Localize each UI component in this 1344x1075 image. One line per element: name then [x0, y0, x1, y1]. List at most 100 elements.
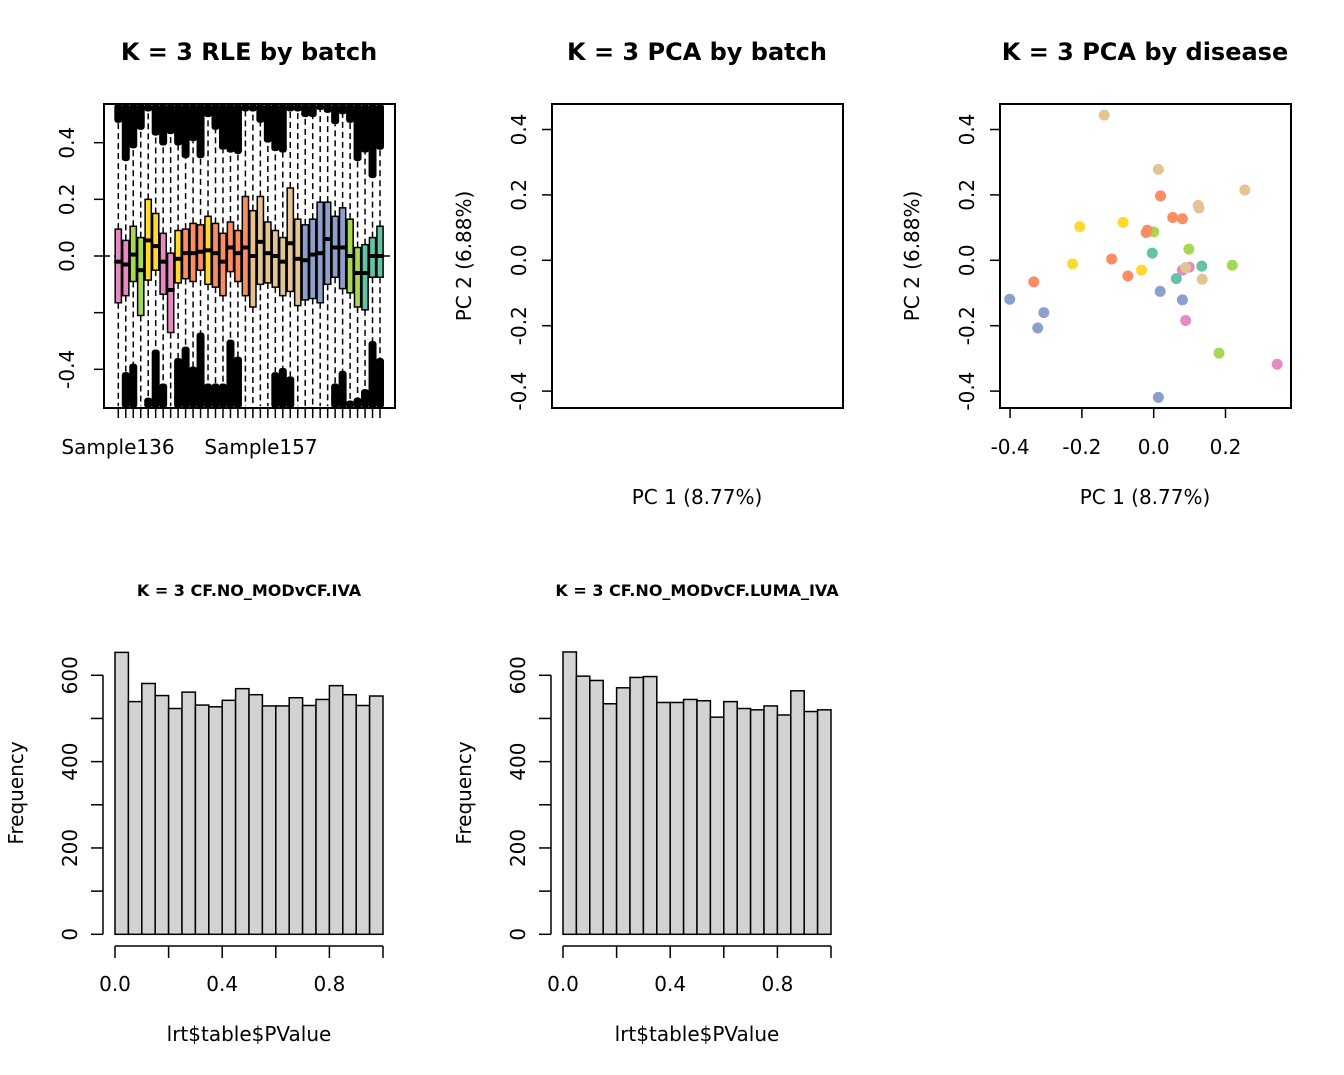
rle-lower-outliers [196, 332, 205, 408]
pca-batch-xtick-label: -0.4 [991, 435, 1030, 459]
pca-batch-point [1140, 227, 1152, 239]
hist-iva-panel: K = 3 CF.NO_MODvCF.IVA 0.0 0.4 0.8 0 200 400 6… [4, 581, 384, 1046]
pca-batch-xtick-label: 0.2 [1210, 435, 1242, 459]
rle-box [196, 224, 205, 271]
pca-batch-ytick-label: 0.0 [507, 244, 531, 276]
rle-lower-outliers [159, 383, 168, 408]
rle-box [376, 225, 384, 278]
hist-iva-bar [141, 682, 156, 936]
pca-disease-ytick-label: 0.0 [955, 244, 979, 276]
rle-box [174, 229, 182, 284]
hist-iva-bar [167, 707, 183, 936]
pca-batch-point [1146, 247, 1158, 259]
pca-batch-plot-area: -0.4 -0.2 0.0 0.2 -0.4 -0.2 0.0 0.2 0.4 [507, 103, 1283, 459]
hist-iva-bar [194, 704, 210, 936]
rle-lower-outliers [174, 357, 183, 408]
rle-upper-outliers [166, 104, 175, 135]
hist-luma-iva-bar [669, 701, 685, 936]
rle-upper-outliers [174, 104, 183, 146]
rle-upper-outliers [278, 104, 287, 153]
pca-batch-xlabel: PC 1 (8.77%) [632, 485, 763, 509]
pca-batch-point [1170, 273, 1182, 285]
rle-upper-outliers [151, 104, 160, 136]
rle-upper-outliers [233, 104, 242, 155]
pca-disease-ylabel: PC 2 (6.88%) [900, 191, 924, 322]
pca-batch-point [1271, 358, 1283, 370]
pca-batch-point [1154, 285, 1166, 297]
rle-box [219, 232, 227, 297]
rle-lower-outliers [286, 376, 295, 408]
rle-upper-outliers [248, 104, 257, 112]
pca-batch-ytick-label: 0.2 [507, 179, 531, 211]
hist-luma-iva-xtick-label: 0.4 [654, 972, 686, 996]
hist-luma-iva-bar [763, 705, 779, 936]
pca-batch-point [1038, 307, 1050, 319]
hist-iva-bar [221, 699, 237, 936]
pca-batch-ytick-label: 0.4 [507, 114, 531, 146]
rle-lower-outliers [331, 383, 340, 408]
hist-iva-bar [355, 704, 371, 936]
pca-batch-point [1004, 293, 1016, 305]
pca-disease-xlabel: PC 1 (8.77%) [1080, 485, 1211, 509]
pca-disease-ytick-label: -0.4 [955, 372, 979, 411]
hist-luma-iva-ytick-label: 400 [506, 743, 530, 781]
rle-title: K = 3 RLE by batch [121, 38, 377, 66]
pca-batch-ytick-label: -0.4 [507, 372, 531, 411]
rle-upper-outliers [144, 104, 153, 112]
rle-lower-outliers [353, 397, 362, 408]
rle-upper-outliers [301, 104, 310, 118]
pca-batch-panel: K = 3 PCA by batch -0.4 -0.2 0.0 0.2-0.4-0.… [452, 38, 1283, 509]
hist-iva-bar [127, 700, 143, 936]
rle-box [286, 187, 295, 293]
pca-disease-panel: K = 3 PCA by disease -0.4 -0.2 0.0 0.2 -0.4 -… [900, 38, 1292, 509]
pca-batch-point [1122, 270, 1134, 282]
hist-luma-iva-bar [629, 676, 645, 936]
hist-iva-bar [261, 705, 277, 936]
rle-box [323, 201, 332, 286]
rle-box [293, 218, 302, 307]
pca-batch-point [1117, 216, 1129, 228]
hist-luma-iva-bar [575, 675, 591, 936]
rle-ytick-label: 0.4 [55, 127, 79, 159]
hist-luma-iva-bar [589, 679, 604, 936]
pca-disease-title: K = 3 PCA by disease [1002, 38, 1289, 66]
hist-luma-iva-bar [736, 707, 752, 936]
hist-luma-iva-xlabel: lrt$table$PValue [615, 1022, 780, 1046]
hist-luma-iva-bar [602, 703, 618, 936]
hist-luma-iva-bar [642, 675, 658, 936]
hist-iva-bar [234, 687, 250, 936]
rle-box [234, 229, 242, 283]
rle-upper-outliers [211, 104, 220, 130]
pca-disease-plot-frame [999, 103, 1292, 409]
hist-iva-bar [288, 696, 304, 936]
rle-box [353, 246, 362, 308]
rle-upper-outliers [218, 104, 227, 150]
rle-box [166, 252, 175, 334]
hist-iva-bar [181, 691, 197, 936]
hist-luma-iva-plot-area: 0.0 0.4 0.8 0 200 400 600 [506, 651, 832, 996]
rle-lower-outliers [129, 363, 138, 408]
rle-box [121, 239, 130, 297]
rle-box [211, 222, 220, 288]
rle-upper-outliers [376, 104, 384, 150]
rle-box [249, 209, 257, 308]
hist-luma-iva-bar [562, 651, 578, 936]
rle-lower-outliers [218, 383, 227, 408]
pca-batch-point [1106, 253, 1118, 265]
rle-lower-outliers [151, 349, 160, 408]
hist-iva-bar [328, 684, 344, 936]
hist-luma-iva-ytick-label: 200 [506, 829, 530, 867]
rle-panel: K = 3 RLE by batch -0.4 0.0 0.2 0.4 Sample1… [55, 38, 396, 459]
hist-iva-ytick-label: 0 [58, 928, 82, 941]
rle-lower-outliers [189, 366, 198, 408]
rle-lower-outliers [361, 389, 370, 408]
hist-iva-xlabel: lrt$table$PValue [167, 1022, 332, 1046]
rle-upper-outliers [286, 104, 295, 112]
rle-upper-outliers [331, 104, 340, 125]
rle-upper-outliers [353, 104, 362, 162]
pca-batch-point [1152, 391, 1164, 403]
rle-upper-outliers [368, 104, 377, 179]
rle-box [308, 218, 317, 300]
pca-batch-point [1193, 202, 1205, 214]
hist-iva-xtick-label: 0.0 [99, 972, 131, 996]
